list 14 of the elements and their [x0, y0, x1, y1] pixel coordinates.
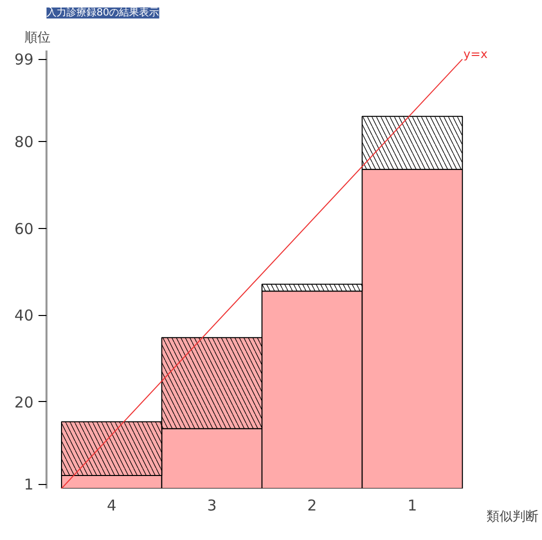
- y-tick-label: 60: [14, 220, 34, 238]
- x-tick-label: 3: [207, 496, 217, 514]
- y-tick-label: 80: [14, 133, 34, 152]
- chart-title: 入力診療録80の結果表示: [46, 6, 160, 18]
- x-tick-label: 1: [408, 496, 418, 514]
- x-tick-label: 4: [106, 496, 116, 514]
- y-tick-label: 99: [14, 50, 34, 69]
- x-tick-label: 2: [307, 496, 317, 514]
- text: y=x: [463, 47, 488, 62]
- y-axis-title: 順位: [24, 30, 50, 46]
- x-axis-title: 類似判断: [486, 510, 538, 524]
- y-tick-label: 1: [24, 476, 34, 494]
- y-tick-label: 20: [14, 393, 34, 412]
- y-tick-label: 40: [14, 306, 34, 325]
